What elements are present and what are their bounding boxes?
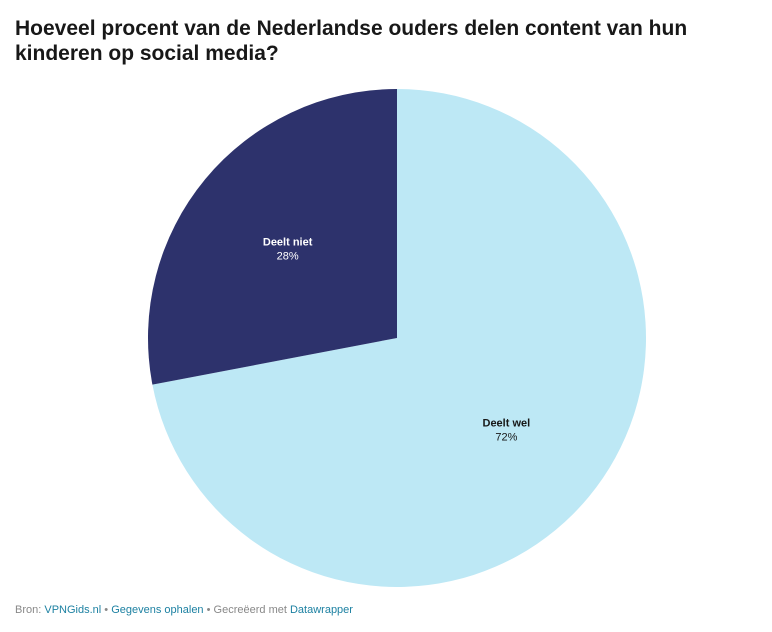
footer-separator: •	[206, 604, 211, 616]
slice-value-deelt-niet: 28%	[277, 251, 299, 263]
datawrapper-link[interactable]: Datawrapper	[289, 604, 353, 616]
slice-value-deelt-wel: 72%	[495, 431, 517, 443]
source-link[interactable]: VPNGids.nl	[44, 604, 102, 616]
get-data-link[interactable]: Gegevens ophalen	[111, 604, 204, 616]
footer-separator: •	[104, 604, 109, 616]
chart-footer: Bron: VPNGids.nl • Gegevens ophalen • Ge…	[15, 604, 353, 616]
pie-slice-deelt-niet	[147, 89, 397, 385]
pie-slice-deelt-wel	[152, 89, 647, 587]
created-with-text: Gecreëerd met	[213, 604, 287, 616]
source-prefix: Bron:	[15, 604, 42, 616]
slice-label-deelt-wel: Deelt wel	[483, 417, 531, 429]
pie-chart: Deelt wel 72% Deelt niet 28%	[147, 89, 647, 587]
slice-label-deelt-niet: Deelt niet	[263, 237, 313, 249]
chart-title: Hoeveel procent van de Nederlandse ouder…	[15, 17, 688, 65]
